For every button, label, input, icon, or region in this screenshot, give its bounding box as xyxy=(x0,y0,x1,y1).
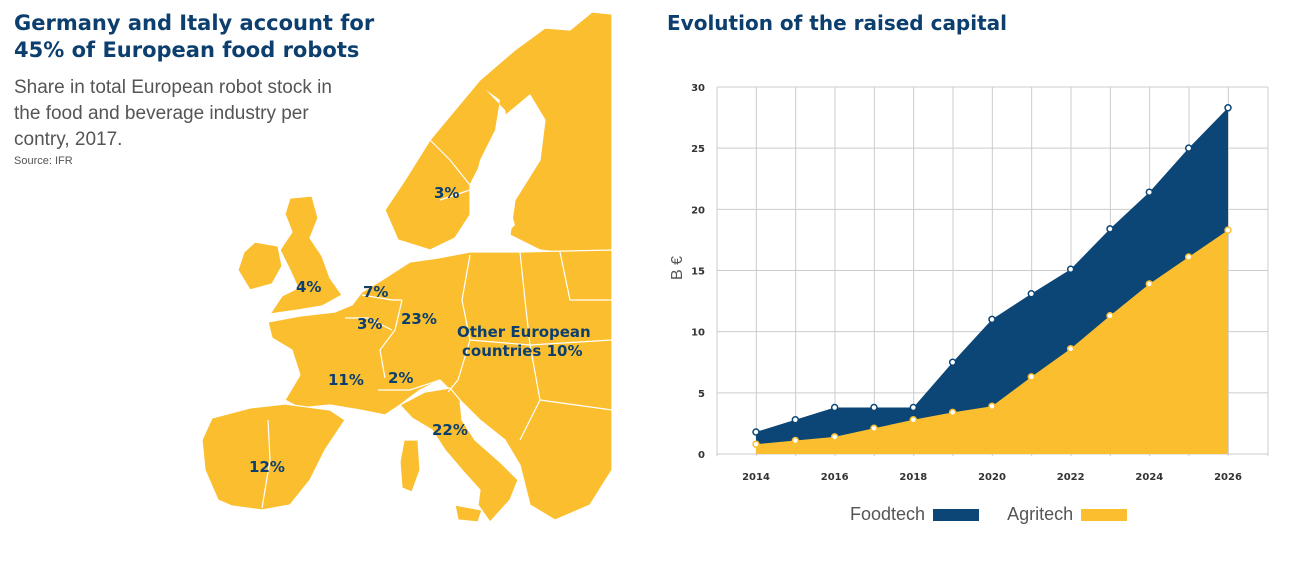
y-tick-label: 30 xyxy=(691,83,705,94)
legend-agritech-label: Agritech xyxy=(1007,504,1074,524)
point-foodtech xyxy=(948,358,957,366)
x-tick-label: 2022 xyxy=(1057,472,1085,483)
map-subtitle: Share in total European robot stock in t… xyxy=(14,77,332,150)
x-tick-label: 2016 xyxy=(821,472,849,483)
y-tick-label: 5 xyxy=(698,389,705,400)
chart-points xyxy=(752,104,1232,448)
iberia-shape xyxy=(201,403,346,511)
label-france: 11% xyxy=(328,371,364,389)
label-other-line1: Other European xyxy=(457,323,591,341)
point-foodtech xyxy=(1184,144,1193,152)
point-agritech xyxy=(791,436,800,445)
map-source: Source: IFR xyxy=(14,155,73,167)
x-tick-label: 2018 xyxy=(899,472,927,483)
label-netherlands: 7% xyxy=(363,283,388,301)
sicily-shape xyxy=(454,504,483,523)
point-agritech xyxy=(1066,345,1075,353)
label-germany: 23% xyxy=(401,310,437,328)
x-tick-label: 2020 xyxy=(978,472,1006,483)
sardinia-shape xyxy=(399,439,421,493)
point-foodtech xyxy=(1145,188,1154,196)
point-agritech xyxy=(1224,226,1232,234)
chart-title: Evolution of the raised capital xyxy=(667,11,1008,35)
point-foodtech xyxy=(909,403,918,412)
chart-ticks: 0 5 10 15 20 25 30 2014 2016 2018 2020 2022 2024 2026 xyxy=(691,83,1242,483)
italy-shape xyxy=(399,387,519,523)
point-foodtech xyxy=(870,403,878,412)
y-tick-label: 25 xyxy=(691,144,705,155)
point-foodtech xyxy=(988,315,996,324)
baltic-sea-shape xyxy=(470,90,520,240)
label-spain: 12% xyxy=(249,458,285,476)
map-land xyxy=(201,11,613,523)
point-agritech xyxy=(948,408,957,417)
label-switzerland: 2% xyxy=(388,369,413,387)
point-foodtech xyxy=(1066,265,1075,274)
area-agritech xyxy=(756,230,1228,454)
point-agritech xyxy=(1184,253,1193,261)
label-sweden: 3% xyxy=(434,184,459,202)
map-title: Germany and Italy account for 45% of Eur… xyxy=(14,11,375,62)
point-foodtech xyxy=(1106,225,1114,233)
great-britain-shape xyxy=(269,195,343,315)
legend-agritech-swatch xyxy=(1081,508,1128,521)
point-agritech xyxy=(870,424,878,433)
label-italy: 22% xyxy=(432,421,468,439)
point-agritech xyxy=(830,433,839,441)
point-agritech xyxy=(1106,312,1114,320)
label-uk: 4% xyxy=(296,278,321,296)
chart-legend: Foodtech Agritech xyxy=(850,504,1155,525)
y-tick-label: 10 xyxy=(691,328,705,339)
point-agritech xyxy=(988,402,996,411)
point-agritech xyxy=(1027,373,1036,381)
point-agritech xyxy=(909,415,918,424)
y-tick-label: 20 xyxy=(691,205,705,216)
point-foodtech xyxy=(830,403,839,412)
chart-areas xyxy=(756,107,1228,455)
legend-foodtech-label: Foodtech xyxy=(850,504,926,524)
x-tick-label: 2014 xyxy=(742,472,770,483)
point-foodtech xyxy=(1027,289,1036,298)
x-tick-label: 2024 xyxy=(1135,472,1163,483)
y-tick-label: 15 xyxy=(691,267,705,278)
legend-foodtech-swatch xyxy=(933,508,980,521)
point-agritech xyxy=(1145,280,1154,288)
scandinavia-shape xyxy=(384,11,613,256)
point-agritech xyxy=(752,440,760,448)
label-belgium: 3% xyxy=(357,315,382,333)
point-foodtech xyxy=(1224,104,1232,112)
point-foodtech xyxy=(791,415,800,424)
label-other-line2: countries 10% xyxy=(462,342,583,360)
map-borders xyxy=(261,139,613,509)
x-tick-label: 2026 xyxy=(1214,472,1242,483)
y-axis-label: B € xyxy=(669,256,686,280)
y-tick-label: 0 xyxy=(698,450,705,461)
point-foodtech xyxy=(752,428,760,436)
ireland-shape xyxy=(237,241,283,291)
